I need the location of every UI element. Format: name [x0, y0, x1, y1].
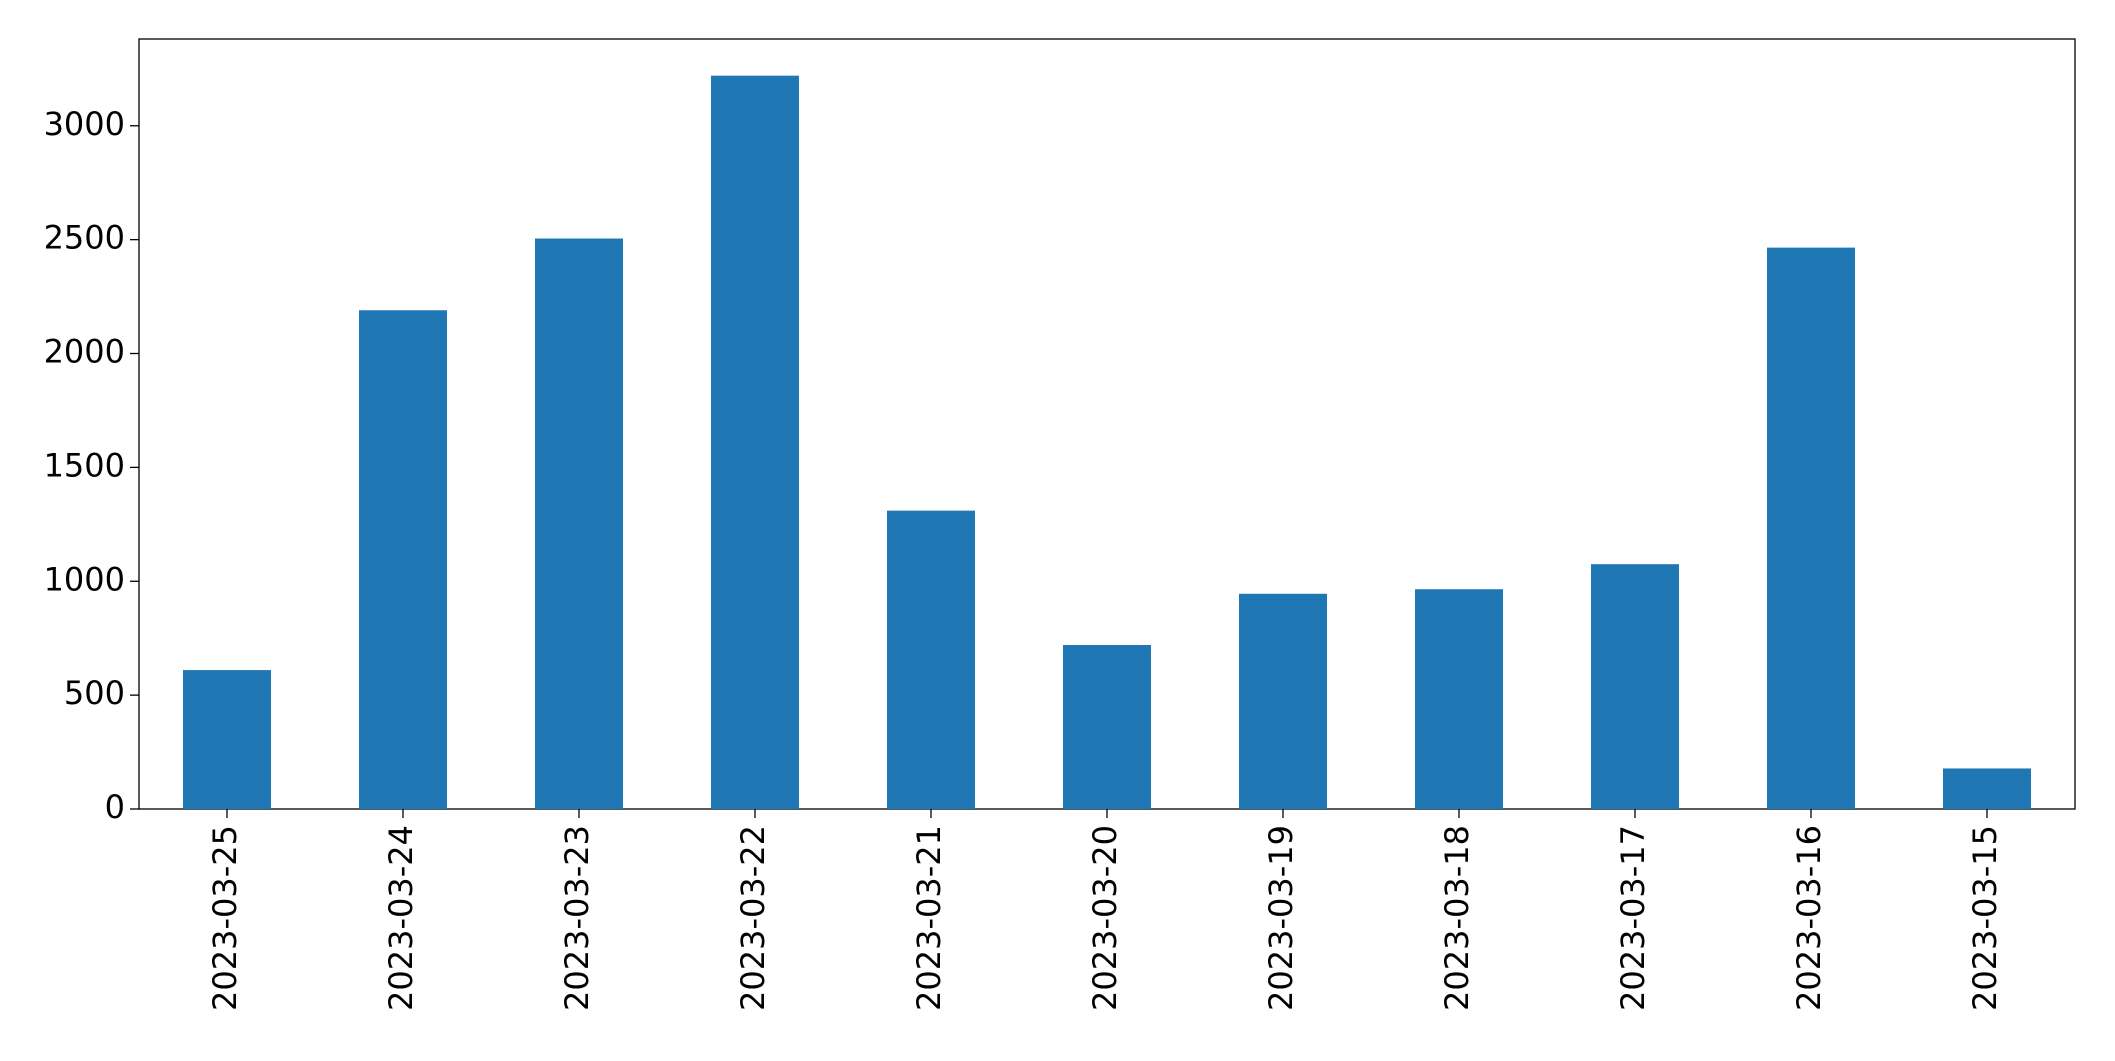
x-tick-label: 2023-03-20 — [1086, 825, 1124, 1011]
x-tick-label: 2023-03-25 — [206, 825, 244, 1011]
x-tick-label: 2023-03-24 — [382, 825, 420, 1011]
x-tick-label: 2023-03-16 — [1790, 825, 1828, 1011]
bar — [535, 238, 623, 809]
bar — [1063, 645, 1151, 809]
bar — [1943, 768, 2031, 809]
y-tick-label: 1500 — [44, 446, 125, 484]
y-tick-label: 0 — [105, 788, 125, 826]
bar — [711, 75, 799, 809]
y-tick-label: 2500 — [44, 219, 125, 257]
bar — [359, 310, 447, 809]
bar — [887, 510, 975, 809]
y-tick-label: 2000 — [44, 333, 125, 371]
x-tick-label: 2023-03-19 — [1262, 825, 1300, 1011]
y-tick-label: 3000 — [44, 105, 125, 143]
x-tick-label: 2023-03-15 — [1966, 825, 2004, 1011]
bar — [1591, 564, 1679, 809]
y-tick-label: 500 — [64, 674, 125, 712]
x-tick-label: 2023-03-17 — [1614, 825, 1652, 1011]
x-tick-label: 2023-03-21 — [910, 825, 948, 1011]
bar — [183, 670, 271, 809]
x-tick-label: 2023-03-23 — [558, 825, 596, 1011]
bar — [1767, 247, 1855, 809]
x-tick-label: 2023-03-22 — [734, 825, 772, 1011]
bar — [1415, 589, 1503, 809]
x-tick-label: 2023-03-18 — [1438, 825, 1476, 1011]
bar — [1239, 593, 1327, 809]
y-tick-label: 1000 — [44, 560, 125, 598]
